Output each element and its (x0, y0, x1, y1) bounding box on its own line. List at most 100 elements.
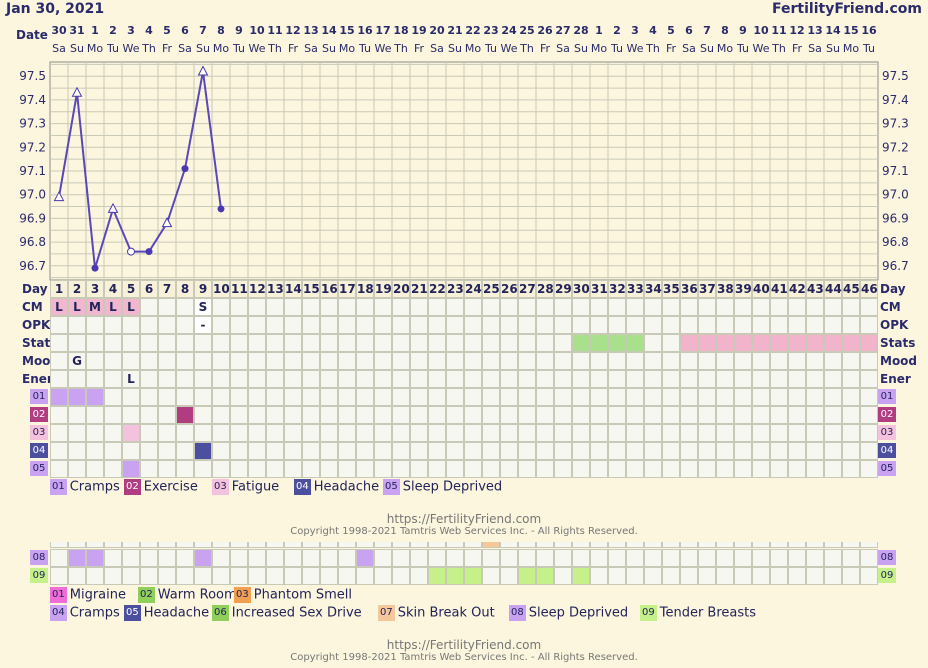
date-label: 28 (573, 24, 589, 37)
opk-row-label-right: OPK (880, 318, 909, 332)
footer-url[interactable]: https://FertilityFriend.com (386, 512, 542, 526)
cm-cell (212, 298, 230, 316)
date-label: 4 (649, 24, 657, 37)
temperature-point (107, 202, 119, 213)
symptom-cell (734, 567, 752, 585)
stats-cell (338, 334, 356, 352)
symptom-cell (302, 567, 320, 585)
symptom-cell (230, 442, 248, 460)
opk-cell (338, 316, 356, 334)
symptom-cell (410, 442, 428, 460)
date-label: 7 (199, 24, 207, 37)
opk-cell (104, 316, 122, 334)
symptom-cell (698, 424, 716, 442)
symptom-cell (230, 549, 248, 567)
symptom-cell (644, 388, 662, 406)
y-tick-label-right: 97.0 (882, 188, 909, 202)
symptom-cell (320, 460, 338, 478)
mood-cell (806, 352, 824, 370)
energy-cell (464, 370, 482, 388)
cycle-day-cell: 10 (212, 280, 230, 298)
symptom-code-right: 02 (878, 407, 896, 422)
legend-label: Fatigue (231, 479, 280, 495)
symptom-cell (176, 460, 194, 478)
symptom-cell (194, 549, 212, 567)
symptom-cell (212, 442, 230, 460)
footer-url[interactable]: https://FertilityFriend.com (386, 638, 542, 652)
symptom-cell (266, 549, 284, 567)
mood-cell (356, 352, 374, 370)
opk-cell (806, 316, 824, 334)
cm-cell (374, 298, 392, 316)
weekday-label: Mo (86, 42, 104, 55)
opk-cell: - (194, 316, 212, 334)
energy-cell (248, 370, 266, 388)
cm-cell (248, 298, 266, 316)
symptom-cell (770, 388, 788, 406)
opk-cell (824, 316, 842, 334)
symptom-cell (284, 424, 302, 442)
date-label: 10 (753, 24, 769, 37)
y-tick-label-left: 96.8 (19, 235, 46, 249)
mood-cell (140, 352, 158, 370)
symptom-cell (680, 567, 698, 585)
temperature-point (197, 65, 209, 76)
date-label: 30 (51, 24, 67, 37)
symptom-cell (716, 388, 734, 406)
symptom-cell (590, 442, 608, 460)
symptom-cell (122, 388, 140, 406)
stats-cell (752, 334, 770, 352)
date-label: 6 (685, 24, 693, 37)
symptom-cell (338, 549, 356, 567)
stats-cell (788, 334, 806, 352)
symptom-cell (320, 442, 338, 460)
symptom-cell (482, 424, 500, 442)
cm-cell (788, 298, 806, 316)
symptom-cell (824, 424, 842, 442)
symptom-cell (482, 460, 500, 478)
date-label: 22 (465, 24, 481, 37)
cycle-day-cell: 31 (590, 280, 608, 298)
stats-cell (806, 334, 824, 352)
symptom-cell (680, 542, 698, 548)
legend-label: Tender Breasts (659, 605, 757, 621)
energy-cell (302, 370, 320, 388)
symptom-cell (806, 388, 824, 406)
date-label: 7 (703, 24, 711, 37)
symptom-cell (860, 442, 878, 460)
symptom-cell (698, 388, 716, 406)
symptom-cell (284, 388, 302, 406)
date-label: 11 (771, 24, 787, 37)
date-label: 2 (109, 24, 117, 37)
weekday-label: Su (322, 42, 336, 55)
symptom-cell (104, 442, 122, 460)
symptom-cell (716, 542, 734, 548)
temperature-point (53, 190, 65, 202)
weekday-label: Sa (178, 42, 192, 55)
symptom-cell (86, 567, 104, 585)
symptom-cell (176, 442, 194, 460)
date-label: 14 (825, 24, 841, 37)
opk-cell (554, 316, 572, 334)
symptom-cell (374, 460, 392, 478)
cm-cell (734, 298, 752, 316)
symptom-cell (788, 549, 806, 567)
symptom-cell (446, 388, 464, 406)
opk-cell (536, 316, 554, 334)
symptom-cell (572, 388, 590, 406)
opk-cell (122, 316, 140, 334)
symptom-cell (158, 542, 176, 548)
stats-cell (482, 334, 500, 352)
symptom-cell (374, 542, 392, 548)
legend-swatch: 03 (212, 479, 229, 495)
symptom-cell (410, 460, 428, 478)
symptom-cell (140, 542, 158, 548)
stats-cell (554, 334, 572, 352)
energy-cell (518, 370, 536, 388)
symptom-cell (734, 460, 752, 478)
cycle-day-cell: 28 (536, 280, 554, 298)
symptom-cell (824, 567, 842, 585)
symptom-cell (176, 567, 194, 585)
cycle-day-cell: 16 (320, 280, 338, 298)
symptom-cell (320, 406, 338, 424)
